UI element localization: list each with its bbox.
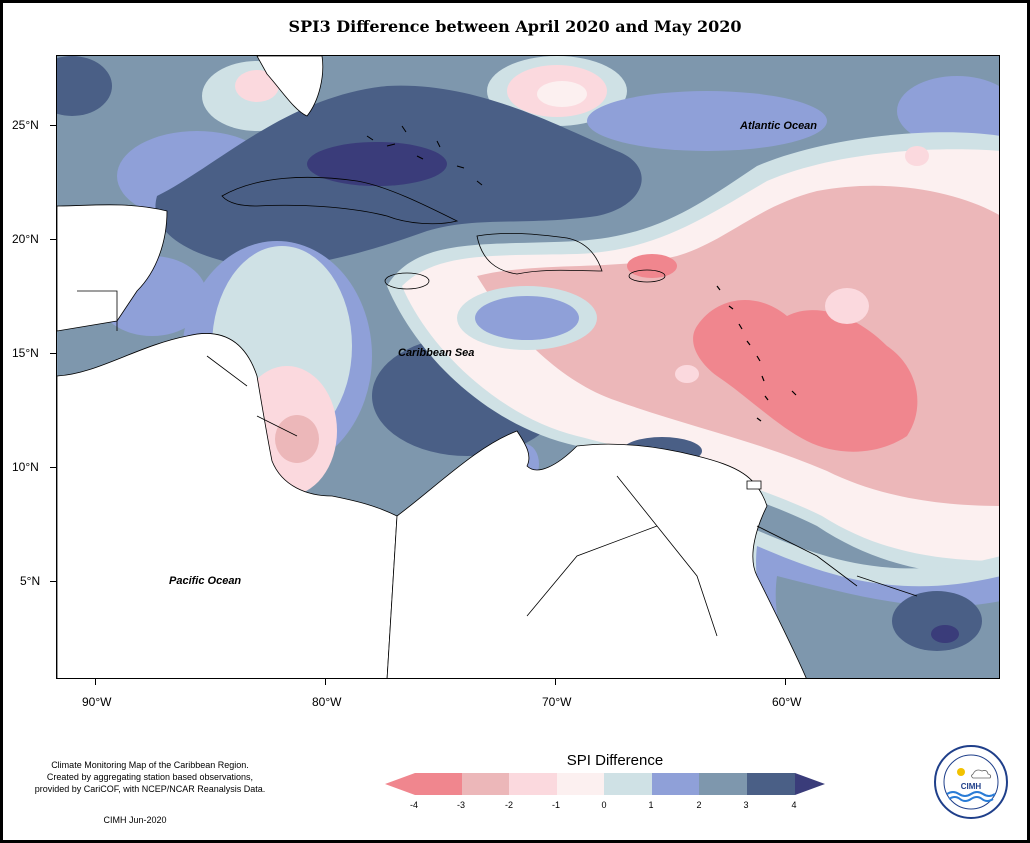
colorbar-label-4: -1 [551, 800, 560, 810]
pacific-ocean-label: Pacific Ocean [169, 575, 242, 587]
colorbar-label-1: -4 [409, 800, 418, 810]
colorbar-min-arrow [385, 773, 415, 795]
colorbar-bin-5 [604, 773, 652, 795]
colorbar-max-arrow [795, 773, 825, 795]
colorbar-bin-8 [747, 773, 795, 795]
tick-y-1 [50, 125, 56, 126]
lat-label-15n: 15°N [12, 346, 39, 360]
tick-y-3 [50, 353, 56, 354]
colorbar-bin-3 [509, 773, 557, 795]
spi-map [56, 55, 1000, 679]
tick-y-5 [50, 581, 56, 582]
tick-y-4 [50, 467, 56, 468]
colorbar-bin-2 [462, 773, 509, 795]
tick-y-2 [50, 239, 56, 240]
legend-title: SPI Difference [566, 752, 664, 769]
colorbar-bin-4 [557, 773, 604, 795]
tick-x-4 [785, 679, 786, 685]
colorbar-bin-7 [699, 773, 747, 795]
colorbar-bin-1 [415, 773, 462, 795]
colorbar-label-3: -2 [504, 800, 513, 810]
lon-label-80w: 80°W [312, 695, 342, 709]
footer-description: Climate Monitoring Map of the Caribbean … [20, 759, 280, 795]
colorbar-label-2: -3 [456, 800, 465, 810]
cloud-icon [971, 769, 992, 779]
colorbar-label-7: 2 [696, 800, 702, 810]
lat-label-25n: 25°N [12, 118, 39, 132]
lon-label-70w: 70°W [542, 695, 572, 709]
lon-label-90w: 90°W [82, 695, 112, 709]
footer-line-3: provided by CariCOF, with NCEP/NCAR Rean… [34, 784, 266, 794]
lat-label-20n: 20°N [12, 232, 39, 246]
map-title: SPI3 Difference between April 2020 and M… [288, 17, 742, 36]
tick-x-2 [325, 679, 326, 685]
footer-line-2: Created by aggregating station based obs… [46, 772, 254, 782]
logo-text: CIMH [961, 782, 982, 791]
lat-label-5n: 5°N [20, 574, 41, 588]
lat-label-10n: 10°N [12, 460, 39, 474]
colorbar-label-8: 3 [743, 800, 749, 810]
colorbar-label-9: 4 [791, 800, 797, 810]
cimh-logo: CIMH [934, 745, 1008, 819]
colorbar-bin-6 [652, 773, 699, 795]
tick-x-3 [555, 679, 556, 685]
sun-icon [957, 768, 965, 776]
colorbar [385, 773, 825, 795]
atlantic-ocean-label: Atlantic Ocean [740, 120, 818, 132]
tick-x-1 [95, 679, 96, 685]
colorbar-label-5: 0 [601, 800, 607, 810]
caribbean-sea-label: Caribbean Sea [398, 347, 475, 359]
colorbar-label-6: 1 [648, 800, 654, 810]
footer-credit: CIMH Jun-2020 [103, 815, 167, 825]
lon-label-60w: 60°W [772, 695, 802, 709]
footer-line-1: Climate Monitoring Map of the Caribbean … [51, 760, 249, 770]
spi-map-canvas [57, 56, 999, 678]
